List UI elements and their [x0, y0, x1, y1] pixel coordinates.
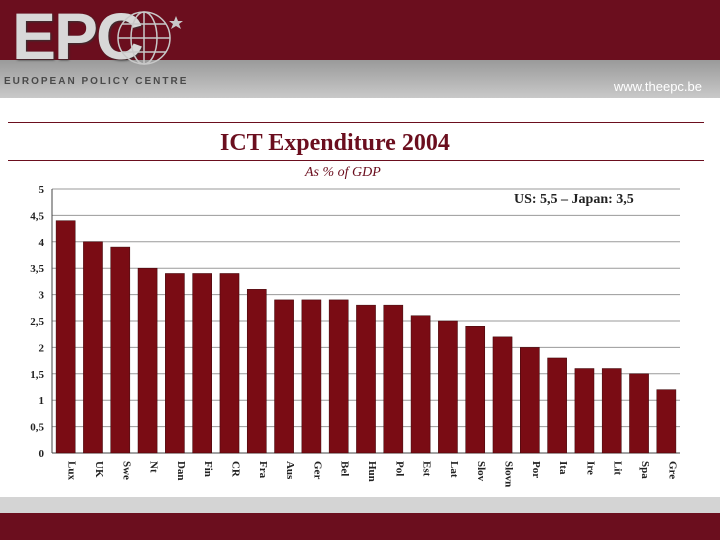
- y-tick-label: 1: [39, 395, 45, 407]
- y-tick-label: 0: [39, 448, 45, 460]
- x-tick-label: Spa: [639, 461, 651, 479]
- y-tick-label: 5: [39, 184, 45, 196]
- chart-title: ICT Expenditure 2004: [220, 130, 450, 156]
- x-tick-label: CR: [229, 461, 241, 478]
- x-tick-label: Slov: [475, 461, 487, 482]
- bar-slov: [465, 326, 486, 454]
- bar-fra: [246, 289, 267, 454]
- bar-lux: [55, 220, 76, 454]
- title-rule-top: [8, 122, 704, 123]
- x-tick-label: Lat: [448, 461, 460, 478]
- y-tick-label: 2: [39, 342, 45, 354]
- y-tick-label: 4: [39, 237, 45, 249]
- bar-lit: [601, 368, 622, 454]
- x-tick-label: Hun: [366, 461, 378, 482]
- x-tick-label: Est: [421, 461, 433, 477]
- bar-cr: [219, 273, 240, 454]
- x-tick-label: Gre: [666, 461, 678, 479]
- x-tick-label: Fin: [202, 461, 214, 477]
- bar-ita: [547, 357, 567, 454]
- site-url[interactable]: www.theepc.be: [613, 79, 702, 94]
- bar-chart: 0 0,5 1 1,5 2 2,5 3 3,5 4 4,5 5 Lux UK Swe Nt Dan Fin CR F…: [30, 184, 680, 487]
- x-tick-label: Ita: [557, 461, 569, 475]
- x-tick-label: Nt: [148, 461, 160, 473]
- y-tick-label: 3,5: [30, 263, 44, 275]
- bar-aus: [274, 299, 294, 454]
- x-tick-label: Dan: [175, 461, 187, 481]
- x-tick-label: Ger: [311, 461, 323, 479]
- logo-tagline: EUROPEAN POLICY CENTRE: [4, 76, 189, 87]
- footer-banner: [0, 513, 720, 540]
- x-tick-label: Swe: [120, 461, 132, 480]
- bar-hun: [356, 304, 376, 454]
- x-tick-label: Ire: [584, 461, 596, 475]
- bar-nt: [137, 267, 158, 454]
- title-rule-bottom: [8, 160, 704, 161]
- x-tick-label: Lux: [66, 461, 78, 480]
- bar-swe: [110, 246, 131, 454]
- logo-text: EPC: [12, 0, 144, 73]
- bar-bel: [328, 299, 349, 454]
- x-tick-label: Lit: [612, 461, 624, 475]
- y-tick-label: 2,5: [30, 316, 44, 328]
- chart-subtitle: As % of GDP: [305, 165, 381, 180]
- header-banner: [0, 0, 720, 60]
- x-tick-label: Por: [530, 461, 542, 478]
- bar-slovn: [492, 336, 513, 454]
- epc-logo: EPC EUROPEAN POLICY CENTRE: [0, 0, 200, 98]
- y-tick-label: 0,5: [30, 422, 44, 434]
- bar-est: [410, 315, 431, 454]
- bar-spa: [629, 373, 649, 454]
- footer-band: [0, 497, 720, 513]
- x-tick-label: Fra: [257, 461, 269, 479]
- y-tick-label: 1,5: [30, 369, 44, 381]
- x-tick-label: UK: [93, 461, 105, 478]
- bar-gre: [656, 389, 677, 454]
- x-tick-label: Slovn: [503, 461, 515, 487]
- y-tick-label: 4,5: [30, 210, 44, 222]
- bar-dan: [165, 273, 185, 454]
- bar-ire: [574, 368, 595, 454]
- y-tick-label: 3: [39, 290, 45, 302]
- bar-fin: [192, 273, 212, 454]
- star-icon: [169, 16, 183, 29]
- x-tick-label: Bel: [339, 461, 351, 476]
- header-band: [0, 60, 720, 98]
- bar-por: [520, 347, 540, 454]
- bar-pol: [383, 304, 404, 454]
- x-tick-label: Aus: [284, 461, 296, 480]
- bar-lat: [438, 320, 458, 454]
- globe-icon: [117, 11, 183, 65]
- chart-annotation: US: 5,5 – Japan: 3,5: [514, 192, 634, 207]
- bar-ger: [301, 299, 322, 454]
- bar-uk: [83, 241, 103, 454]
- x-tick-label: Pol: [393, 461, 405, 476]
